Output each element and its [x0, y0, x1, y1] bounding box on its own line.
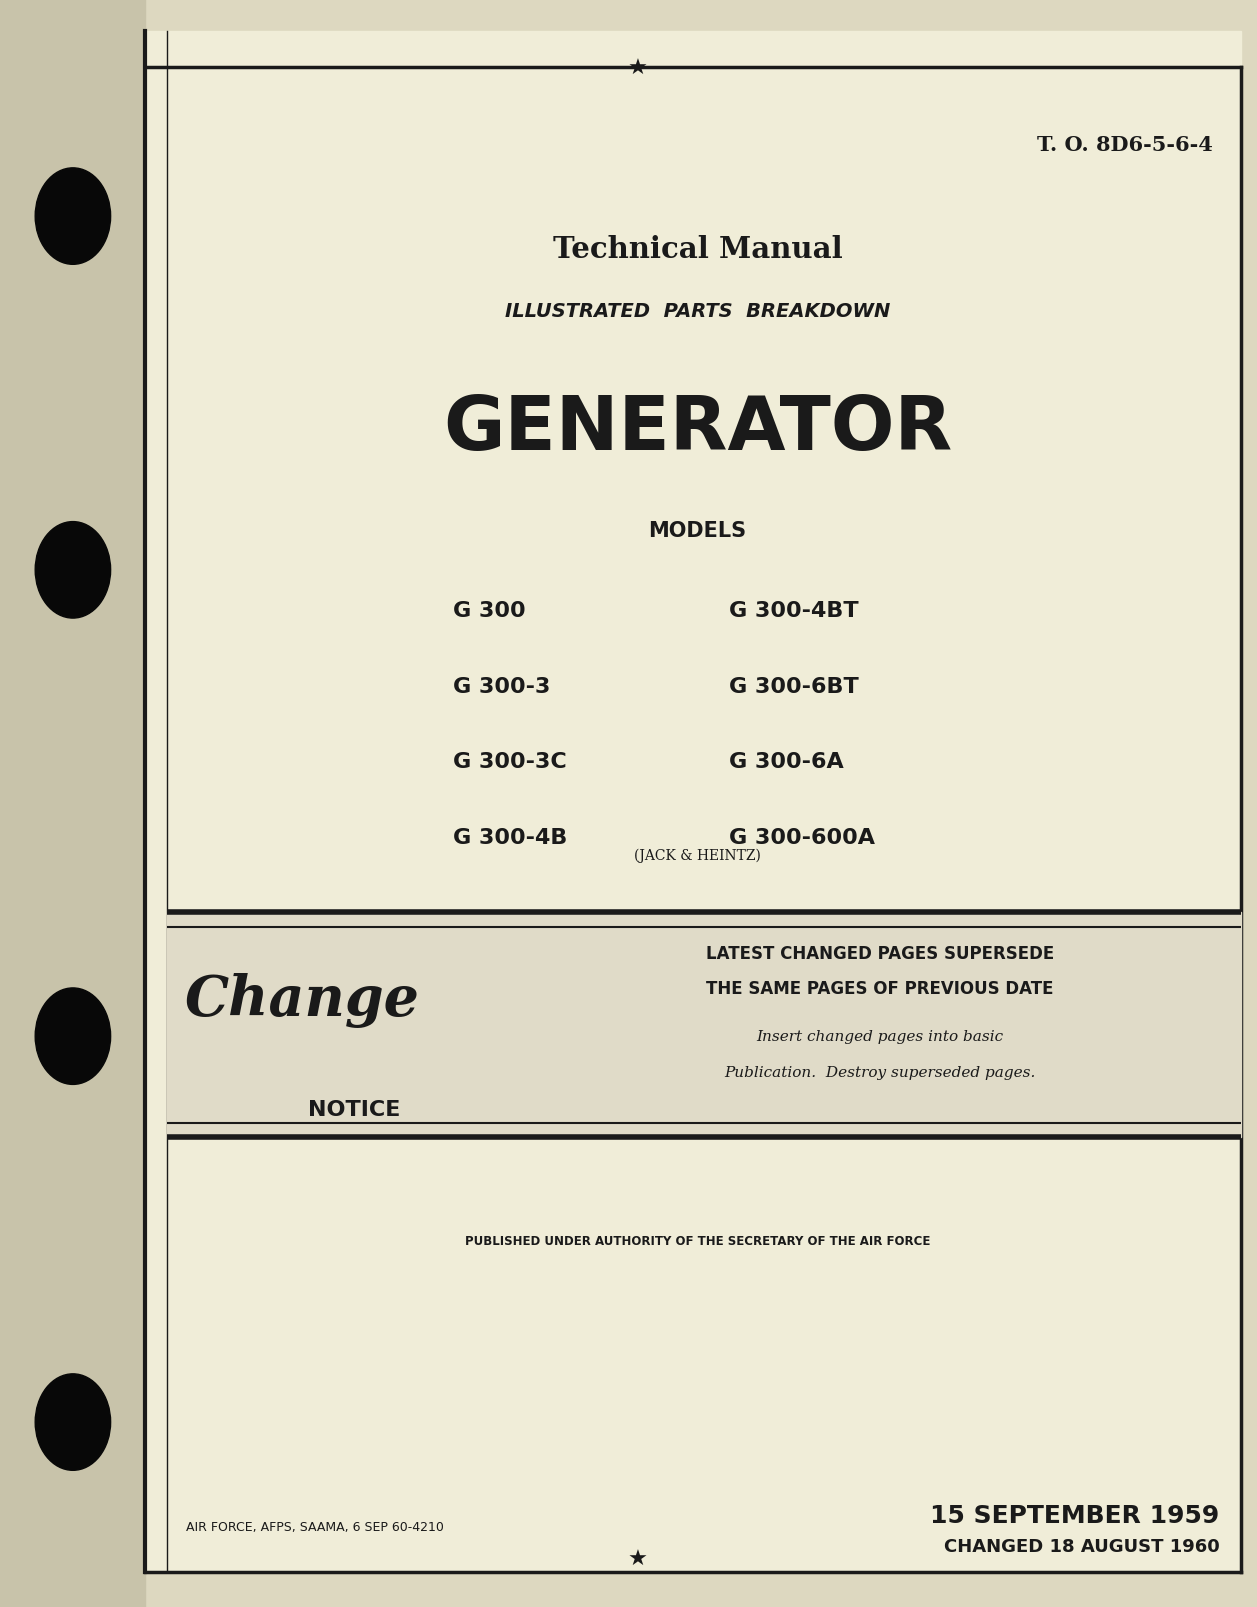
- Bar: [145, 32, 1241, 1572]
- Text: G 300: G 300: [453, 601, 525, 620]
- Text: ★: ★: [627, 1549, 647, 1568]
- Text: T. O. 8D6-5-6-4: T. O. 8D6-5-6-4: [1037, 135, 1213, 154]
- Bar: [167, 913, 1241, 1138]
- Text: GENERATOR: GENERATOR: [442, 392, 953, 466]
- Circle shape: [35, 1374, 111, 1470]
- Text: ★: ★: [627, 59, 647, 79]
- Text: Change: Change: [185, 972, 419, 1027]
- Text: 15 SEPTEMBER 1959: 15 SEPTEMBER 1959: [930, 1504, 1219, 1527]
- Text: CHANGED 18 AUGUST 1960: CHANGED 18 AUGUST 1960: [944, 1536, 1219, 1556]
- Text: G 300-3C: G 300-3C: [453, 752, 566, 771]
- Text: Insert changed pages into basic: Insert changed pages into basic: [757, 1030, 1003, 1043]
- Text: THE SAME PAGES OF PREVIOUS DATE: THE SAME PAGES OF PREVIOUS DATE: [706, 979, 1053, 998]
- Text: G 300-3: G 300-3: [453, 677, 549, 696]
- Circle shape: [35, 988, 111, 1085]
- Text: PUBLISHED UNDER AUTHORITY OF THE SECRETARY OF THE AIR FORCE: PUBLISHED UNDER AUTHORITY OF THE SECRETA…: [465, 1234, 930, 1247]
- Text: (JACK & HEINTZ): (JACK & HEINTZ): [635, 848, 760, 861]
- Text: LATEST CHANGED PAGES SUPERSEDE: LATEST CHANGED PAGES SUPERSEDE: [705, 943, 1055, 963]
- Bar: [0, 0, 145, 1607]
- Text: G 300-600A: G 300-600A: [729, 828, 875, 847]
- Text: G 300-6A: G 300-6A: [729, 752, 843, 771]
- Circle shape: [35, 169, 111, 265]
- Circle shape: [35, 522, 111, 619]
- Text: Technical Manual: Technical Manual: [553, 235, 842, 264]
- Text: AIR FORCE, AFPS, SAAMA, 6 SEP 60-4210: AIR FORCE, AFPS, SAAMA, 6 SEP 60-4210: [186, 1520, 444, 1533]
- Text: NOTICE: NOTICE: [308, 1099, 401, 1118]
- Text: G 300-4B: G 300-4B: [453, 828, 567, 847]
- Text: G 300-4BT: G 300-4BT: [729, 601, 859, 620]
- Text: MODELS: MODELS: [649, 521, 747, 540]
- Text: ILLUSTRATED  PARTS  BREAKDOWN: ILLUSTRATED PARTS BREAKDOWN: [505, 302, 890, 321]
- Text: G 300-6BT: G 300-6BT: [729, 677, 859, 696]
- Text: Publication.  Destroy superseded pages.: Publication. Destroy superseded pages.: [724, 1065, 1036, 1078]
